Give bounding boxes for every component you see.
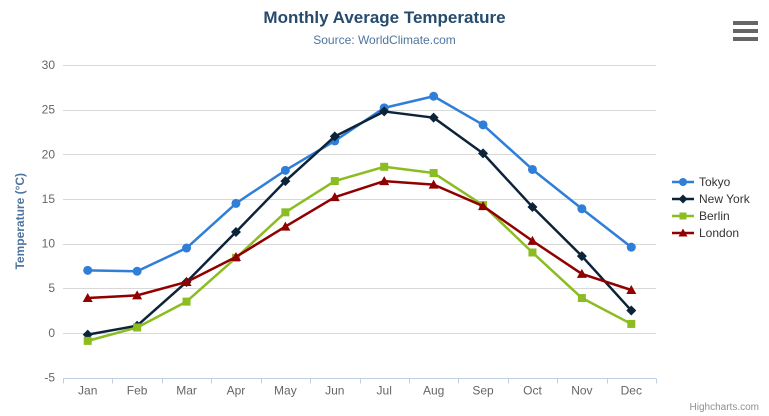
x-axis-label: Feb — [127, 384, 148, 398]
data-point-london-feb[interactable] — [132, 290, 143, 300]
data-point-new-york-apr[interactable] — [230, 226, 241, 237]
legend: Tokyo New York Berlin London — [672, 175, 750, 240]
data-point-new-york-nov[interactable] — [576, 251, 587, 262]
legend-marker-circle-icon — [672, 178, 694, 186]
y-axis-label: 0 — [48, 326, 55, 340]
data-point-new-york-dec[interactable] — [626, 305, 637, 316]
data-point-tokyo-apr[interactable] — [231, 198, 241, 208]
data-point-london-aug[interactable] — [428, 179, 439, 189]
legend-marker-square-icon — [672, 212, 694, 220]
data-point-new-york-may[interactable] — [280, 176, 291, 187]
data-point-london-jul[interactable] — [379, 176, 390, 186]
series-line-berlin[interactable] — [86, 165, 633, 343]
data-point-berlin-jan[interactable] — [83, 336, 92, 345]
data-point-london-may[interactable] — [280, 221, 291, 231]
data-point-berlin-dec[interactable] — [627, 319, 636, 328]
data-point-new-york-jul[interactable] — [379, 106, 390, 117]
legend-item-tokyo[interactable]: Tokyo — [672, 175, 750, 189]
legend-item-berlin[interactable]: Berlin — [672, 209, 750, 223]
y-axis-label: 5 — [48, 281, 55, 295]
data-point-tokyo-dec[interactable] — [626, 242, 636, 252]
legend-label: Tokyo — [699, 175, 731, 189]
hamburger-menu-icon — [733, 21, 758, 41]
y-axis-label: 25 — [42, 103, 56, 117]
legend-item-london[interactable]: London — [672, 226, 750, 240]
x-axis-label: Jun — [325, 384, 344, 398]
data-point-london-mar[interactable] — [181, 276, 192, 286]
legend-marker-shape[interactable] — [678, 194, 688, 204]
export-menu-button[interactable] — [733, 21, 758, 41]
credits-link[interactable]: Highcharts.com — [689, 402, 759, 413]
legend-marker-shape[interactable] — [679, 178, 687, 186]
y-axis-label: 15 — [42, 192, 56, 206]
data-point-tokyo-nov[interactable] — [577, 204, 587, 214]
x-axis-label: May — [274, 384, 297, 398]
data-point-new-york-jun[interactable] — [329, 131, 340, 142]
data-point-berlin-jul[interactable] — [380, 162, 389, 171]
data-point-new-york-sep[interactable] — [478, 148, 489, 159]
legend-marker-triangle-icon — [672, 228, 694, 237]
data-point-tokyo-jan[interactable] — [83, 265, 93, 275]
x-axis-label: Dec — [621, 384, 642, 398]
x-axis-label: Nov — [571, 384, 592, 398]
data-point-london-dec[interactable] — [626, 285, 637, 294]
y-axis-title: Temperature (°C) — [13, 173, 27, 270]
x-axis-label: Sep — [472, 384, 494, 398]
data-point-tokyo-sep[interactable] — [478, 120, 488, 130]
x-axis-label: Oct — [523, 384, 542, 398]
data-point-tokyo-may[interactable] — [280, 165, 290, 175]
x-axis-label: Jan — [78, 384, 97, 398]
data-point-berlin-nov[interactable] — [577, 294, 586, 303]
data-point-tokyo-mar[interactable] — [182, 243, 192, 253]
data-point-tokyo-aug[interactable] — [429, 91, 439, 101]
data-point-london-sep[interactable] — [478, 201, 489, 211]
x-axis-label: Jul — [377, 384, 392, 398]
x-axis-label: Mar — [176, 384, 197, 398]
legend-label: London — [699, 226, 740, 240]
data-point-tokyo-feb[interactable] — [132, 266, 142, 276]
data-point-london-oct[interactable] — [527, 235, 538, 245]
data-point-new-york-aug[interactable] — [428, 112, 439, 123]
data-point-tokyo-oct[interactable] — [527, 164, 537, 174]
y-axis-label: 20 — [42, 147, 56, 161]
data-point-london-jun[interactable] — [329, 192, 340, 202]
series-line-new-york[interactable] — [86, 110, 633, 336]
data-point-london-nov[interactable] — [576, 268, 587, 278]
data-point-berlin-jun[interactable] — [330, 177, 339, 186]
legend-label: Berlin — [699, 209, 730, 223]
y-axis-label: 30 — [42, 58, 56, 72]
data-point-berlin-aug[interactable] — [429, 169, 438, 178]
x-axis-label: Apr — [227, 384, 246, 398]
legend-marker-shape[interactable] — [678, 228, 688, 237]
y-axis-label: -5 — [44, 371, 55, 385]
x-axis-label: Aug — [423, 384, 444, 398]
legend-marker-diamond-icon — [672, 194, 694, 204]
data-point-london-jan[interactable] — [82, 293, 93, 303]
data-point-london-apr[interactable] — [230, 251, 241, 261]
legend-label: New York — [699, 192, 750, 206]
data-point-new-york-oct[interactable] — [527, 201, 538, 212]
legend-marker-shape[interactable] — [679, 212, 687, 220]
chart-subtitle: Source: WorldClimate.com — [313, 33, 456, 47]
data-point-berlin-oct[interactable] — [528, 248, 537, 257]
series-line-london[interactable] — [86, 179, 633, 300]
legend-item-new-york[interactable]: New York — [672, 192, 750, 206]
data-point-berlin-mar[interactable] — [182, 297, 191, 306]
data-point-berlin-may[interactable] — [281, 208, 290, 217]
chart-title: Monthly Average Temperature — [263, 8, 506, 27]
y-axis-label: 10 — [42, 237, 56, 251]
data-point-berlin-feb[interactable] — [133, 323, 142, 332]
